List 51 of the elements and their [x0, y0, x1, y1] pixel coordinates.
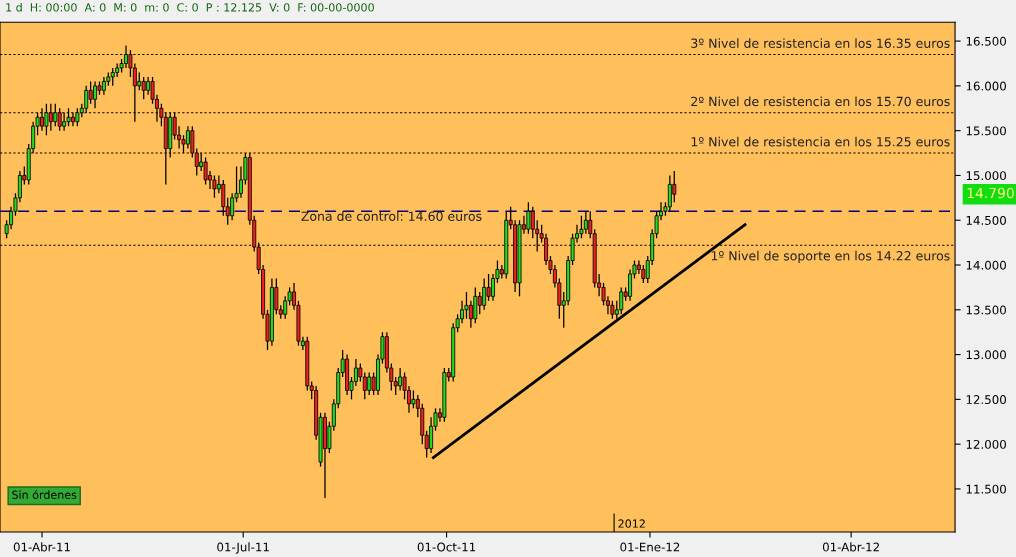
y-tick-label: 12.500	[966, 395, 1006, 405]
candlestick	[530, 206, 535, 239]
candlestick	[88, 80, 93, 105]
candlestick	[44, 103, 49, 136]
candlestick	[583, 210, 588, 235]
y-tick-label: 15.000	[966, 171, 1006, 181]
candlestick	[203, 156, 208, 186]
candlestick	[367, 371, 372, 396]
x-tick-label: 01-Ene-12	[620, 542, 680, 552]
y-tick-label: 14.500	[966, 215, 1006, 225]
candlestick	[477, 291, 482, 315]
x-tick-label: 01-Abr-11	[13, 542, 70, 552]
y-tick-label: 12.000	[966, 439, 1006, 449]
y-tick-label: 13.500	[966, 305, 1006, 315]
candlestick	[141, 76, 146, 100]
candlestick	[526, 201, 531, 235]
x-tick-label: 01-Oct-11	[417, 542, 476, 552]
annotation: Sin órdenes	[12, 489, 77, 499]
y-tick-label: 13.000	[966, 350, 1006, 360]
candlestick	[53, 103, 58, 127]
x-tick-label: 01-Abr-12	[822, 542, 879, 552]
candlestick	[667, 174, 672, 212]
x-tick-label: 01-Jul-11	[217, 542, 269, 554]
candlestick	[212, 174, 217, 199]
ref-line-label: 2º Nivel de resistencia en los 15.70 euros	[691, 96, 950, 107]
candlestick	[230, 192, 235, 221]
candlestick	[672, 170, 677, 203]
candlestick	[482, 277, 487, 311]
candlestick	[473, 286, 478, 324]
candlestick	[398, 367, 403, 392]
y-tick-label: 11.500	[966, 484, 1006, 494]
candlestick	[619, 286, 624, 315]
candlestick	[48, 103, 53, 132]
candlestick	[283, 295, 288, 320]
y-tick-label: 15.500	[966, 126, 1006, 136]
ref-line-label: 1º Nivel de soporte en los 14.22 euros	[711, 250, 950, 263]
annotation: 2012	[618, 519, 645, 528]
ref-line-label: 3º Nivel de resistencia en los 16.35 euros	[691, 38, 950, 48]
candlestick	[57, 107, 62, 132]
candlestick	[579, 215, 584, 239]
y-tick-label: 14.000	[966, 260, 1006, 270]
text: 14.790	[967, 187, 1014, 199]
candlestick	[362, 371, 367, 400]
ref-line-label: Zona de control: 14.60 euros	[301, 211, 482, 221]
chart-title: 1 d H: 00:00 A: 0 M: 0 m: 0 C: 0 P : 12.125 V: 0 F: 00-00-0000	[6, 2, 374, 12]
y-tick-label: 16.500	[966, 36, 1006, 46]
candlestick	[486, 273, 491, 302]
y-tick-label: 16.000	[966, 81, 1006, 91]
ref-line-label: 1º Nivel de resistencia en los 15.25 euros	[691, 136, 950, 147]
candlestick	[221, 179, 226, 217]
candlestick	[464, 291, 469, 320]
